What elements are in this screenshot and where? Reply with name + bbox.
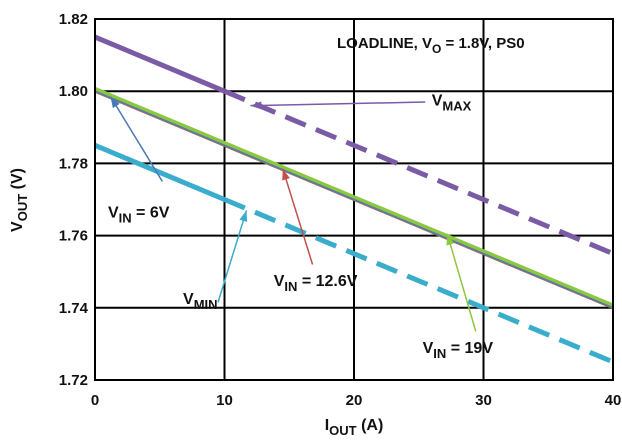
x-tick-label: 40 xyxy=(605,392,622,409)
arrow-vmax xyxy=(250,101,426,107)
y-axis-label: VOUT (V) xyxy=(9,168,30,232)
label-vmax: VMAX xyxy=(432,93,472,114)
plot-frame xyxy=(94,18,614,381)
x-tick-label: 20 xyxy=(346,392,363,409)
annotation-layer: VMAX VMIN VIN = 6V VIN = 12.6V VIN = 19V xyxy=(108,93,493,361)
label-vmin: VMIN xyxy=(183,291,218,312)
x-tick-labels: 0 10 20 30 40 xyxy=(91,392,622,409)
series-vmax-solid xyxy=(94,34,226,94)
series-vin-19v xyxy=(94,87,614,309)
series-vmin-dashed xyxy=(223,197,614,365)
arrow-vin126 xyxy=(282,168,314,265)
arrow-vin6 xyxy=(109,96,163,182)
x-axis-label: IOUT (A) xyxy=(325,417,384,438)
label-vin6: VIN = 6V xyxy=(108,205,170,226)
y-tick-label: 1.72 xyxy=(59,372,88,389)
arrowhead-vmin xyxy=(239,210,248,223)
x-tick-label: 0 xyxy=(91,392,99,409)
y-tick-label: 1.74 xyxy=(59,300,89,317)
series-vin-6v xyxy=(94,90,614,309)
arrowhead-vin6 xyxy=(110,96,120,109)
label-vin19: VIN = 19V xyxy=(423,340,494,361)
arrowhead-vmax xyxy=(250,101,262,110)
y-tick-label: 1.82 xyxy=(59,11,88,28)
chart-title: LOADLINE, VO = 1.8V, PS0 xyxy=(337,35,525,56)
series-vmin-solid xyxy=(94,143,226,202)
series-vmax-dashed xyxy=(223,88,614,256)
arrow-vmin xyxy=(217,210,248,303)
label-vin126: VIN = 12.6V xyxy=(274,273,358,294)
titles-layer: LOADLINE, VO = 1.8V, PS0 IOUT (A) VOUT (V) xyxy=(9,35,525,438)
series-layer xyxy=(94,34,614,365)
arrowhead-vin126 xyxy=(282,168,290,181)
x-tick-label: 30 xyxy=(475,392,492,409)
y-tick-labels: 1.72 1.74 1.76 1.78 1.80 1.82 xyxy=(59,11,89,389)
arrow-vin19 xyxy=(446,233,477,332)
x-tick-label: 10 xyxy=(216,392,233,409)
y-tick-label: 1.80 xyxy=(59,83,88,100)
y-tick-label: 1.76 xyxy=(59,228,88,245)
arrowhead-vin19 xyxy=(446,233,455,246)
y-tick-label: 1.78 xyxy=(59,155,88,172)
